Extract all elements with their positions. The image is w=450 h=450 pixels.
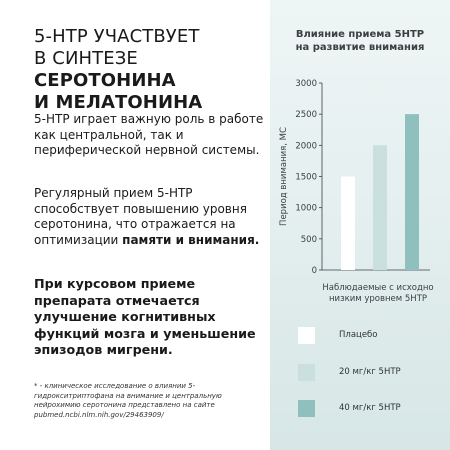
bar-1 — [373, 145, 387, 270]
headline-line1: 5-HTP УЧАСТВУЕТ — [34, 26, 200, 47]
y-tick-label-500: 500 — [301, 235, 317, 245]
y-tick-label-0: 0 — [312, 266, 317, 276]
bar-0 — [341, 176, 355, 270]
headline: 5-HTP УЧАСТВУЕТ В СИНТЕЗЕ СЕРОТОНИНА И М… — [34, 26, 274, 114]
y-tick-label-3000: 3000 — [295, 79, 317, 89]
legend-label-20mg: 20 мг/кг 5НТР — [339, 367, 401, 377]
legend-item-placebo: Плацебо — [298, 325, 448, 345]
legend-item-40mg: 40 мг/кг 5НТР — [298, 398, 448, 418]
text-column: 5-HTP УЧАСТВУЕТ В СИНТЕЗЕ СЕРОТОНИНА И М… — [34, 26, 264, 419]
legend-label-40mg: 40 мг/кг 5НТР — [339, 403, 401, 413]
headline-line2-bold: СЕРОТОНИНА — [34, 70, 176, 91]
x-axis-label-line2: низким уровнем 5НТР — [329, 294, 427, 304]
legend-swatch-placebo — [298, 326, 315, 344]
legend-label-placebo: Плацебо — [339, 330, 378, 340]
footnote: * - клиническое исследование о влиянии 5… — [34, 382, 222, 419]
bar-chart: 0 500 1000 1500 2000 2500 3000 Период внимания,… — [279, 79, 434, 304]
paragraph-serotonin: Регулярный прием 5-HTP способствует повы… — [34, 186, 264, 248]
chart-title-line1: Влияние приема 5НТР — [295, 29, 425, 40]
headline-line3-bold: И МЕЛАТОНИНА — [34, 92, 203, 113]
y-tick-label-2500: 2500 — [295, 110, 317, 120]
paragraph-serotonin-bold: памяти и внимания. — [122, 232, 260, 247]
chart-panel: Влияние приема 5НТР на развитие внимания… — [270, 0, 450, 450]
y-tick-label-2000: 2000 — [295, 141, 317, 151]
y-tick-label-1000: 1000 — [295, 204, 317, 214]
y-axis-label: Период внимания, МС — [279, 127, 289, 226]
chart-title: Влияние приема 5НТР на развитие внимания — [270, 28, 450, 54]
x-axis-label-line1: Наблюдаемые с исходно — [322, 283, 433, 293]
headline-line2-prefix: В СИНТЕЗЕ — [34, 48, 138, 69]
paragraph-role: 5-HTP играет важную роль в работе как це… — [34, 112, 264, 157]
paragraph-course: При курсовом приеме препарата отмечается… — [34, 276, 256, 357]
legend-swatch-20mg — [298, 363, 315, 381]
legend-item-20mg: 20 мг/кг 5НТР — [298, 362, 448, 382]
y-tick-label-1500: 1500 — [295, 173, 317, 183]
paragraph-serotonin-text: Регулярный прием 5-HTP способствует повы… — [34, 186, 247, 247]
legend-swatch-40mg — [298, 399, 315, 417]
bar-2 — [405, 114, 419, 271]
chart-title-line2: на развитие внимания — [295, 42, 425, 53]
